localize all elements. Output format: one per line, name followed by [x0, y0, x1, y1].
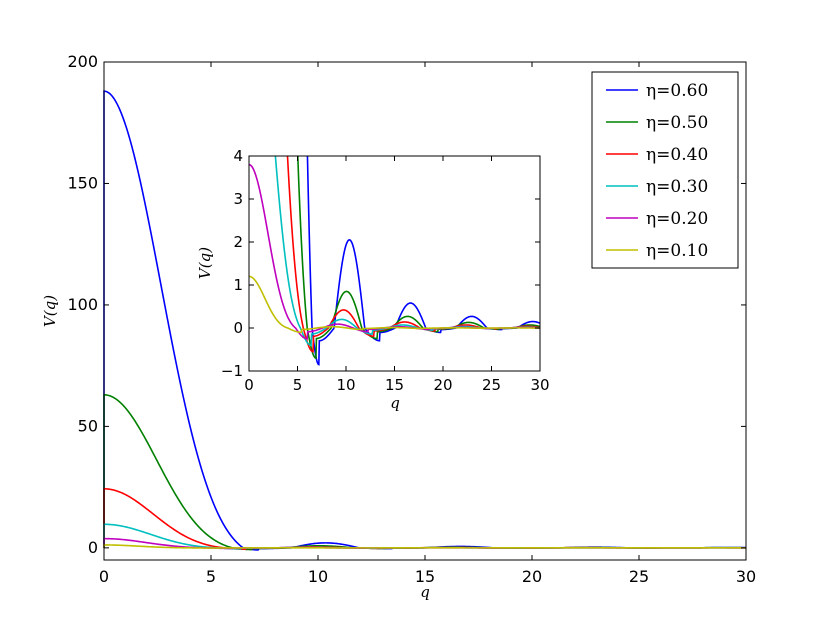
- legend-label-1: η=0.50: [646, 113, 708, 133]
- y-axis-title: V(q): [41, 295, 59, 327]
- inset-x-tick-label-0: 0: [244, 376, 254, 394]
- legend-label-3: η=0.30: [646, 177, 708, 197]
- main-series-group: [103, 90, 747, 551]
- legend-items: η=0.60 η=0.50 η=0.40 η=0.30 η=0.20 η=0.10: [606, 81, 708, 261]
- main-x-tick-label-5: 25: [629, 567, 649, 586]
- main-x-tick-label-4: 20: [522, 567, 542, 586]
- main-y-tick-label-1: 50: [78, 416, 98, 435]
- inset-x-tick-label-6: 30: [530, 376, 549, 394]
- inset-y-tick-label-0: −1: [221, 362, 243, 380]
- main-y-tick-label-0: 0: [88, 538, 98, 557]
- inset-y-tick-label-3: 2: [233, 233, 243, 251]
- main-y-tick-label-4: 200: [67, 52, 98, 71]
- main-y-tick-label-3: 150: [67, 173, 98, 192]
- main-x-tick-label-0: 0: [99, 567, 109, 586]
- inset-x-tick-label-1: 5: [293, 376, 303, 394]
- main-x-tick-label-3: 15: [415, 567, 435, 586]
- inset-y-tick-label-1: 0: [233, 319, 243, 337]
- main-x-tick-label-6: 30: [736, 567, 756, 586]
- main-x-tick-label-1: 5: [206, 567, 216, 586]
- inset-x-axis-title: q: [390, 394, 400, 412]
- main-y-tick-label-2: 100: [67, 295, 98, 314]
- inset-x-tick-label-3: 15: [385, 376, 404, 394]
- legend-box: [591, 71, 739, 269]
- inset-y-tick-label-4: 3: [233, 190, 243, 208]
- inset-series-line-5: [249, 275, 540, 334]
- inset-plot-frame: [249, 156, 540, 371]
- legend-label-0: η=0.60: [646, 81, 708, 101]
- inset-x-tick-label-4: 20: [433, 376, 452, 394]
- legend-label-2: η=0.40: [646, 145, 708, 165]
- x-axis-title: q: [420, 583, 430, 601]
- main-series-line-5: [103, 544, 746, 549]
- inset-y-tick-label-5: 4: [233, 147, 243, 165]
- legend: η=0.60 η=0.50 η=0.40 η=0.30 η=0.20 η=0.10: [591, 71, 739, 269]
- inset-x-tick-label-2: 10: [336, 376, 355, 394]
- inset-y-tick-label-2: 1: [233, 276, 243, 294]
- main-x-tick-label-2: 10: [308, 567, 328, 586]
- inset-x-tick-label-5: 25: [482, 376, 501, 394]
- legend-label-5: η=0.10: [646, 241, 708, 261]
- legend-label-4: η=0.20: [646, 209, 708, 229]
- inset-series-group: [249, 156, 540, 366]
- inset-y-axis-title: V(q): [196, 247, 214, 279]
